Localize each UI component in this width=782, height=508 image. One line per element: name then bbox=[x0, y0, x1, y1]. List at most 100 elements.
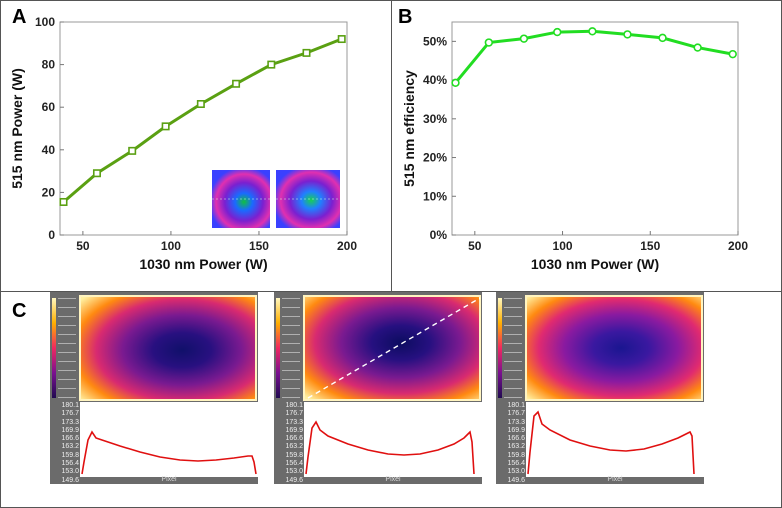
profile-y-tick: 159.8 bbox=[285, 451, 303, 459]
x-tick-label: 200 bbox=[337, 239, 357, 253]
data-point bbox=[232, 79, 241, 88]
profile-y-tick: 149.6 bbox=[61, 476, 79, 484]
y-tick-label: 10% bbox=[423, 189, 447, 203]
profile-y-tick: 166.6 bbox=[285, 435, 303, 443]
data-point bbox=[588, 27, 597, 36]
colorbar-labels bbox=[58, 298, 76, 398]
data-point bbox=[92, 169, 101, 178]
y-tick-label: 30% bbox=[423, 112, 447, 126]
y-tick-label: 0% bbox=[430, 228, 448, 242]
panel-c-letter: C bbox=[12, 300, 27, 322]
data-point bbox=[693, 43, 702, 52]
line-profile-middle bbox=[304, 402, 482, 477]
data-point bbox=[658, 33, 667, 43]
y-axis-label: 515 nm efficiency bbox=[401, 70, 417, 187]
intensity-map bbox=[303, 295, 481, 401]
profile-y-tick: 173.3 bbox=[507, 418, 525, 426]
panel-a-letter: A bbox=[12, 6, 27, 28]
x-tick-label: 150 bbox=[249, 239, 269, 253]
beam-inset-1 bbox=[212, 170, 270, 228]
data-point bbox=[302, 48, 311, 57]
beam-inset-2 bbox=[276, 170, 340, 228]
y-tick-label: 40 bbox=[42, 143, 56, 157]
y-tick-label: 20 bbox=[42, 185, 56, 199]
profile-y-tick: 180.1 bbox=[507, 402, 525, 409]
profile-y-tick: 159.8 bbox=[507, 451, 525, 459]
y-tick-label: 80 bbox=[42, 58, 56, 72]
data-point bbox=[267, 60, 276, 69]
profile-y-tick: 176.7 bbox=[507, 410, 525, 418]
y-tick-label: 0 bbox=[48, 228, 55, 242]
profile-y-tick: 159.8 bbox=[61, 451, 79, 459]
colorbar-labels bbox=[282, 298, 300, 398]
profile-y-tick: 163.2 bbox=[507, 443, 525, 451]
colorbar bbox=[276, 298, 280, 398]
data-point bbox=[484, 38, 494, 47]
profile-x-label: Pixel bbox=[385, 476, 401, 483]
profile-y-tick: 149.6 bbox=[285, 476, 303, 484]
profile-y-tick: 163.2 bbox=[285, 443, 303, 451]
profile-y-labels: 180.1 176.7 173.3 169.9 166.6 163.2 159.8 156.4… bbox=[275, 402, 303, 484]
profile-x-label: Pixel bbox=[161, 476, 177, 483]
profile-y-tick: 156.4 bbox=[61, 460, 79, 468]
data-point bbox=[196, 100, 205, 109]
profile-y-tick: 149.6 bbox=[507, 476, 525, 484]
profile-y-tick: 153.0 bbox=[507, 468, 525, 476]
data-point bbox=[553, 27, 562, 37]
profile-cut-line bbox=[307, 297, 481, 399]
y-tick-label: 40% bbox=[423, 73, 447, 87]
x-tick-label: 100 bbox=[161, 239, 181, 253]
y-tick-label: 50% bbox=[423, 34, 447, 48]
data-point bbox=[623, 30, 632, 39]
y-tick-label: 100 bbox=[35, 15, 55, 29]
profile-x-label: Pixel bbox=[607, 476, 623, 483]
y-axis-label: 515 nm Power (W) bbox=[9, 68, 25, 189]
x-tick-label: 100 bbox=[553, 239, 573, 253]
profile-y-tick: 180.1 bbox=[61, 402, 79, 409]
profile-y-tick: 156.4 bbox=[507, 460, 525, 468]
data-point bbox=[451, 78, 460, 88]
camera-capture-middle: 180.1 176.7 173.3 169.9 166.6 163.2 159.8 156.4… bbox=[274, 292, 482, 484]
profile-y-tick: 163.2 bbox=[61, 443, 79, 451]
colorbar bbox=[52, 298, 56, 398]
data-point bbox=[161, 122, 170, 131]
data-point bbox=[128, 146, 137, 155]
data-point bbox=[519, 34, 529, 43]
profile-y-tick: 169.9 bbox=[61, 426, 79, 434]
profile-y-tick: 173.3 bbox=[61, 418, 79, 426]
profile-y-tick: 166.6 bbox=[61, 435, 79, 443]
plot-area bbox=[451, 21, 739, 236]
profile-y-tick: 176.7 bbox=[61, 410, 79, 418]
data-point bbox=[59, 197, 68, 206]
profile-y-labels: 180.1 176.7 173.3 169.9 166.6 163.2 159.8 156.4… bbox=[51, 402, 79, 484]
line-profile-left bbox=[80, 402, 258, 477]
profile-y-tick: 169.9 bbox=[285, 426, 303, 434]
profile-y-labels: 180.1 176.7 173.3 169.9 166.6 163.2 159.8 156.4… bbox=[497, 402, 525, 484]
y-tick-label: 20% bbox=[423, 151, 447, 165]
profile-y-tick: 180.1 bbox=[285, 402, 303, 409]
line-profile-right bbox=[526, 402, 704, 477]
x-axis-label: 1030 nm Power (W) bbox=[139, 256, 267, 272]
chart-b: 0% 10% 20% 30% 40% 50% 50 100 150 200 1030 nm Powe… bbox=[401, 21, 748, 272]
panel-b-letter: B bbox=[398, 6, 413, 28]
intensity-map bbox=[525, 295, 703, 401]
profile-y-tick: 176.7 bbox=[285, 410, 303, 418]
colorbar bbox=[498, 298, 502, 398]
x-tick-label: 50 bbox=[76, 239, 90, 253]
chart-a: 0 20 40 60 80 100 50 100 150 200 1030 nm Power (W)… bbox=[9, 15, 357, 272]
x-tick-label: 200 bbox=[728, 239, 748, 253]
profile-y-tick: 166.6 bbox=[507, 435, 525, 443]
data-point bbox=[337, 35, 346, 44]
intensity-map bbox=[79, 295, 257, 401]
profile-y-tick: 153.0 bbox=[285, 468, 303, 476]
profile-y-tick: 153.0 bbox=[61, 468, 79, 476]
profile-y-tick: 173.3 bbox=[285, 418, 303, 426]
camera-capture-left: 180.1 176.7 173.3 169.9 166.6 163.2 159.8 156.4… bbox=[50, 292, 258, 484]
x-axis-label: 1030 nm Power (W) bbox=[531, 256, 659, 272]
x-tick-label: 50 bbox=[468, 239, 482, 253]
data-point bbox=[728, 49, 737, 59]
profile-y-tick: 156.4 bbox=[285, 460, 303, 468]
profile-y-tick: 169.9 bbox=[507, 426, 525, 434]
y-tick-label: 60 bbox=[42, 100, 56, 114]
colorbar-labels bbox=[504, 298, 522, 398]
